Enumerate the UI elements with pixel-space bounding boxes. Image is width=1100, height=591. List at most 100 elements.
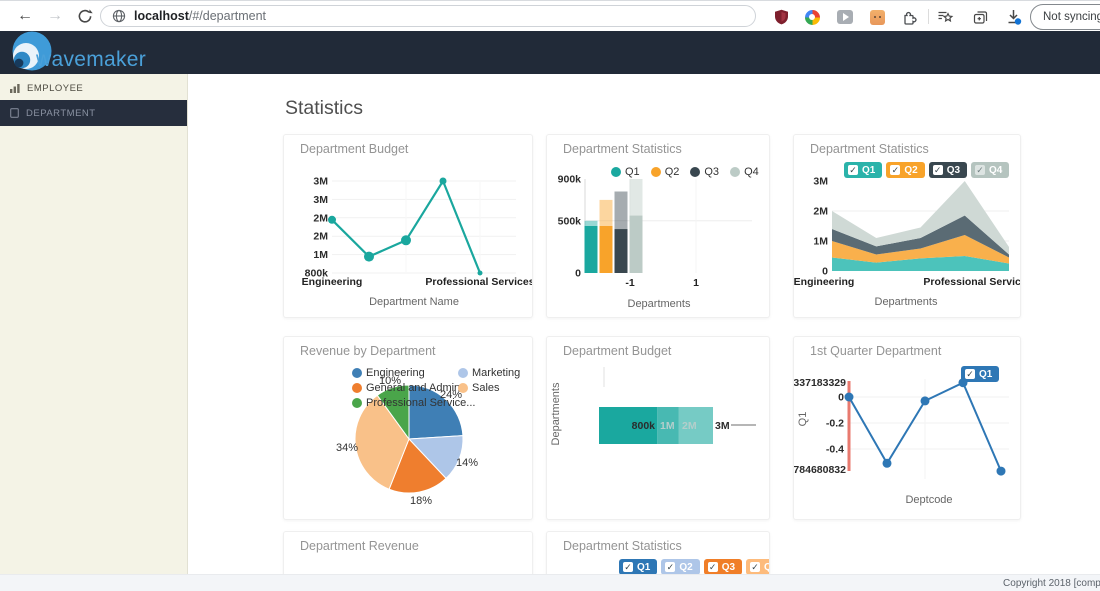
legend-item-General and Admin[interactable]: General and Admin	[352, 382, 460, 394]
sidebar-item-label: DEPARTMENT	[26, 107, 96, 119]
chart-title: Department Statistics	[810, 142, 929, 156]
first-quarter-department-line-chart[interactable]: 0 -0.2 -0.4 60337183329 12784680832 Q1 Deptcod…	[794, 337, 1020, 519]
svg-text:3M: 3M	[715, 420, 730, 432]
card-first-quarter-department: 1st Quarter Department 0 -0.2 -0.4 60337183…	[793, 336, 1021, 520]
legend-item-Professional Service...[interactable]: Professional Service...	[352, 397, 475, 409]
browser-toolbar: ← → localhost/#/department	[0, 0, 1100, 32]
svg-text:Professional Services: Professional Services	[923, 276, 1021, 288]
sidebar-item-label: EMPLOYEE	[27, 82, 84, 94]
legend-pill-Q4[interactable]: ✓Q4	[746, 559, 769, 575]
legend-pill-Q1[interactable]: ✓ Q1	[961, 366, 1000, 382]
department-budget-hbar-chart[interactable]: Departments 800k 1M 2M 3M	[547, 337, 769, 519]
profile-button[interactable]: Not syncing	[1030, 4, 1100, 30]
svg-text:0: 0	[838, 392, 844, 404]
svg-text:14%: 14%	[456, 457, 478, 469]
legend-pill-Q1[interactable]: ✓ Q1	[619, 559, 658, 575]
adblock-extension-icon[interactable]	[770, 6, 792, 28]
colorful-circle-extension-icon[interactable]	[801, 6, 823, 28]
chart-legend: Engineering Marketing General and Admin Sal…	[352, 367, 520, 409]
svg-text:Professional Services: Professional Services	[425, 276, 533, 288]
page-footer: Copyright 2018 [compan	[0, 574, 1100, 591]
legend-pill-Q4[interactable]: ✓Q4	[971, 162, 1010, 178]
legend-pill-Q3[interactable]: ✓ Q3	[703, 559, 743, 575]
svg-text:2M: 2M	[313, 212, 328, 224]
legend-item-Q2[interactable]: Q2	[650, 166, 679, 178]
page-title: Statistics	[285, 97, 364, 119]
svg-text:Deptcode: Deptcode	[905, 494, 952, 506]
card-department-statistics-bars: Department Statistics 0 500k 900k -1 1 Depart…	[546, 134, 770, 318]
svg-text:0: 0	[575, 268, 581, 280]
refresh-icon[interactable]	[72, 3, 98, 29]
svg-text:800k: 800k	[305, 268, 329, 280]
svg-text:-0.2: -0.2	[826, 418, 844, 430]
svg-text:Departments: Departments	[550, 382, 562, 445]
svg-text:Departments: Departments	[628, 298, 691, 310]
svg-text:1M: 1M	[313, 249, 328, 261]
svg-text:900k: 900k	[558, 174, 582, 186]
svg-text:Q1: Q1	[797, 412, 809, 427]
department-statistics-area-chart[interactable]: 0 1M 2M 3M Engineering Professional Services D…	[794, 135, 1020, 317]
profile-label: Not syncing	[1043, 11, 1100, 23]
collections-icon[interactable]	[969, 6, 991, 28]
department-budget-line-chart[interactable]: 800k 1M 2M 2M 3M 3M Engineering Professional Se…	[284, 135, 532, 317]
svg-text:2M: 2M	[682, 420, 697, 432]
svg-text:Departments: Departments	[875, 296, 938, 308]
logo-text: wavemaker	[36, 48, 147, 71]
legend-pill-Q2[interactable]: ✓ Q2	[661, 559, 700, 575]
chart-title: Revenue by Department	[300, 344, 436, 358]
chart-title: Department Budget	[563, 344, 672, 358]
forward-icon[interactable]: →	[47, 7, 63, 24]
chart-title: Department Revenue	[300, 539, 419, 553]
copyright-text: Copyright 2018 [compan	[1003, 578, 1100, 589]
legend-pill-Q2[interactable]: ✓ Q2	[886, 162, 925, 178]
legend-item-Q1[interactable]: Q1	[611, 166, 640, 178]
url-host: localhost	[134, 9, 189, 23]
video-play-extension-icon[interactable]	[834, 6, 856, 28]
svg-text:1: 1	[693, 277, 699, 289]
url-bar[interactable]: localhost/#/department	[100, 5, 756, 27]
legend-item-Engineering[interactable]: Engineering	[352, 367, 458, 379]
department-statistics-bar-chart[interactable]: 0 500k 900k -1 1 Departments Q1 Q2 Q3 Q4	[547, 135, 769, 317]
svg-text:3M: 3M	[313, 176, 328, 188]
app-header: wavemaker	[0, 31, 1100, 74]
legend-item-Q4[interactable]: Q4	[730, 166, 759, 178]
downloads-icon[interactable]	[1003, 6, 1025, 28]
sidebar-item-employee[interactable]: EMPLOYEE	[0, 77, 187, 99]
legend-item-Sales[interactable]: Sales	[458, 382, 520, 394]
legend-item-Marketing[interactable]: Marketing	[458, 367, 520, 379]
svg-text:-0.4: -0.4	[826, 444, 844, 456]
wavemaker-logo	[6, 31, 60, 79]
sidebar-item-department[interactable]: DEPARTMENT	[0, 100, 187, 126]
chart-title: 1st Quarter Department	[810, 344, 942, 358]
svg-text:18%: 18%	[410, 495, 432, 507]
sidebar: EMPLOYEE DEPARTMENT	[0, 74, 188, 574]
chart-title: Department Budget	[300, 142, 409, 156]
legend-pill-Q1[interactable]: ✓ Q1	[844, 162, 883, 178]
svg-text:3M: 3M	[813, 176, 828, 188]
back-icon[interactable]: ←	[17, 7, 33, 24]
chart-legend: ✓Q1✓Q2✓Q3✓Q4	[844, 162, 1010, 178]
favorites-icon[interactable]	[934, 6, 956, 28]
svg-text:1M: 1M	[813, 236, 828, 248]
extensions-puzzle-icon[interactable]	[897, 6, 919, 28]
document-icon	[10, 108, 19, 118]
legend-pill-Q3[interactable]: ✓ Q3	[928, 162, 968, 178]
face-extension-icon[interactable]	[866, 6, 888, 28]
revenue-by-department-pie-chart[interactable]: 24% 14% 18% 34% 10% Engineering Marketing Gener…	[284, 337, 532, 519]
chart-legend: Q1 Q2 Q3 Q4	[611, 166, 759, 178]
svg-text:10%: 10%	[379, 375, 401, 387]
legend-item-Q3[interactable]: Q3	[690, 166, 719, 178]
svg-text:12784680832: 12784680832	[794, 464, 846, 476]
card-department-budget-line: Department Budget 800k 1M 2M 2M 3M 3M Engineer…	[283, 134, 533, 318]
svg-text:Engineering: Engineering	[794, 276, 854, 288]
chart-legend: ✓Q1✓Q2✓Q3✓Q4	[619, 559, 769, 575]
card-department-budget-hbar: Department Budget Departments 800k 1M 2M 3M	[546, 336, 770, 520]
svg-text:0: 0	[822, 266, 828, 278]
department-statistics-bottom-chart[interactable]: ✓Q1✓Q2✓Q3✓Q4	[547, 532, 769, 591]
svg-text:2M: 2M	[813, 206, 828, 218]
svg-text:500k: 500k	[558, 215, 582, 227]
globe-icon	[112, 9, 126, 23]
svg-text:-1: -1	[625, 277, 634, 289]
svg-text:24%: 24%	[440, 389, 462, 401]
